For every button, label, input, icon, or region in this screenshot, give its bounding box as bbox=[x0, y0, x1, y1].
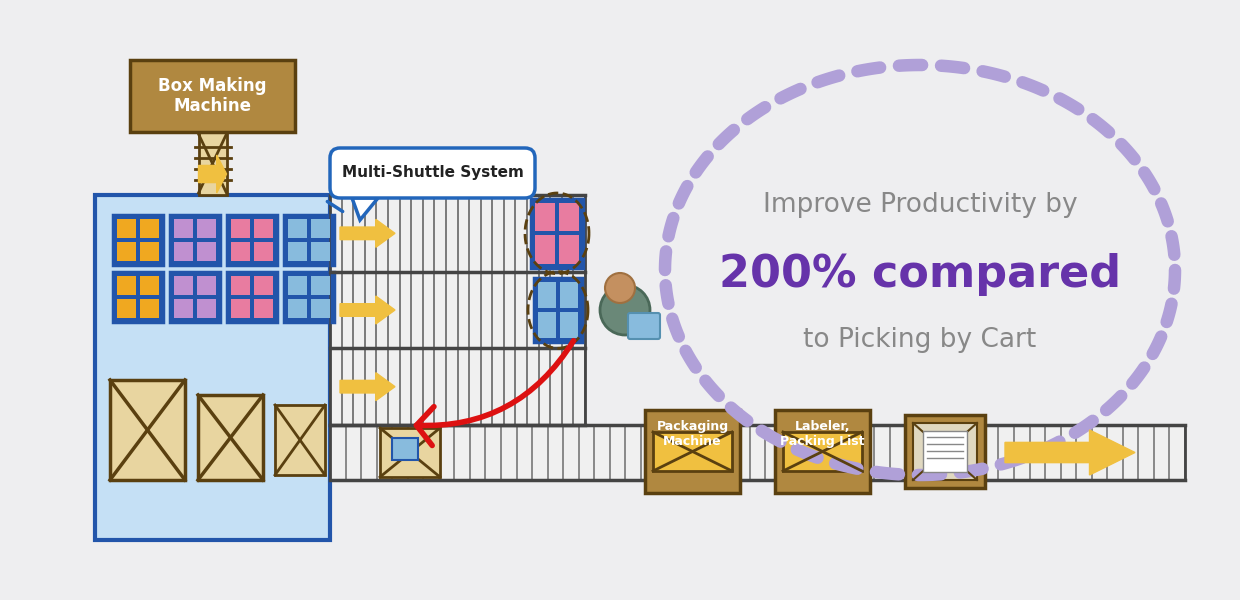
Bar bbox=[905, 415, 985, 488]
Text: Multi-Shuttle System: Multi-Shuttle System bbox=[341, 166, 523, 181]
Bar bbox=[140, 276, 159, 295]
Bar bbox=[170, 215, 219, 265]
Bar bbox=[117, 299, 136, 318]
Bar bbox=[392, 438, 418, 460]
Bar bbox=[140, 242, 159, 261]
Bar bbox=[782, 432, 862, 471]
Bar bbox=[330, 195, 585, 272]
Bar bbox=[913, 423, 977, 480]
Bar bbox=[231, 242, 250, 261]
Bar bbox=[174, 219, 193, 238]
Bar bbox=[130, 60, 295, 132]
Bar bbox=[775, 410, 870, 493]
Bar bbox=[288, 242, 308, 261]
Bar bbox=[330, 425, 1185, 480]
Bar bbox=[95, 195, 330, 540]
Bar bbox=[379, 428, 440, 477]
Circle shape bbox=[605, 273, 635, 303]
Bar bbox=[311, 219, 330, 238]
Bar bbox=[311, 276, 330, 295]
Bar bbox=[538, 312, 556, 338]
Bar bbox=[174, 242, 193, 261]
Text: 200% compared: 200% compared bbox=[719, 253, 1121, 296]
Polygon shape bbox=[198, 155, 227, 193]
Polygon shape bbox=[340, 220, 396, 247]
Bar bbox=[645, 410, 740, 493]
Bar bbox=[117, 242, 136, 261]
Text: Labeler,
Packing List: Labeler, Packing List bbox=[780, 420, 864, 448]
Bar bbox=[231, 299, 250, 318]
Bar bbox=[311, 299, 330, 318]
Bar bbox=[284, 272, 334, 322]
Text: Packaging
Machine: Packaging Machine bbox=[656, 420, 729, 448]
Circle shape bbox=[600, 285, 650, 335]
Bar bbox=[113, 215, 162, 265]
Polygon shape bbox=[352, 198, 378, 220]
Bar bbox=[227, 272, 277, 322]
Polygon shape bbox=[1004, 430, 1135, 475]
Text: Improve Productivity by: Improve Productivity by bbox=[763, 192, 1078, 218]
Bar bbox=[534, 235, 556, 263]
Bar bbox=[231, 219, 250, 238]
Bar bbox=[560, 281, 578, 308]
Bar bbox=[254, 242, 273, 261]
Bar bbox=[653, 432, 732, 471]
Bar bbox=[170, 272, 219, 322]
Bar bbox=[197, 219, 216, 238]
Bar bbox=[330, 349, 585, 425]
Bar bbox=[197, 242, 216, 261]
Bar bbox=[288, 299, 308, 318]
Bar bbox=[254, 219, 273, 238]
Bar bbox=[113, 272, 162, 322]
Bar bbox=[534, 203, 556, 232]
Bar bbox=[288, 219, 308, 238]
FancyArrowPatch shape bbox=[417, 341, 574, 445]
Bar bbox=[288, 276, 308, 295]
Polygon shape bbox=[340, 373, 396, 401]
FancyBboxPatch shape bbox=[330, 148, 534, 198]
Bar bbox=[275, 405, 325, 475]
Bar bbox=[140, 299, 159, 318]
Text: Box Making
Machine: Box Making Machine bbox=[159, 77, 267, 115]
Text: to Picking by Cart: to Picking by Cart bbox=[804, 327, 1037, 353]
Bar bbox=[110, 380, 185, 480]
Bar bbox=[227, 215, 277, 265]
Bar bbox=[534, 278, 582, 343]
Bar bbox=[559, 203, 579, 232]
Bar bbox=[560, 312, 578, 338]
Bar bbox=[330, 272, 585, 349]
Bar bbox=[174, 299, 193, 318]
Bar bbox=[254, 299, 273, 318]
FancyBboxPatch shape bbox=[627, 313, 660, 339]
Bar bbox=[117, 219, 136, 238]
Bar bbox=[923, 431, 967, 472]
Bar bbox=[117, 276, 136, 295]
Bar bbox=[538, 281, 556, 308]
Bar bbox=[197, 276, 216, 295]
Bar bbox=[198, 395, 263, 480]
Bar bbox=[198, 132, 227, 195]
Bar bbox=[140, 219, 159, 238]
Bar bbox=[284, 215, 334, 265]
Bar bbox=[254, 276, 273, 295]
Bar bbox=[231, 276, 250, 295]
Bar bbox=[531, 199, 583, 268]
Bar bbox=[559, 235, 579, 263]
Bar bbox=[311, 242, 330, 261]
Polygon shape bbox=[340, 296, 396, 324]
Bar bbox=[197, 299, 216, 318]
Bar bbox=[174, 276, 193, 295]
